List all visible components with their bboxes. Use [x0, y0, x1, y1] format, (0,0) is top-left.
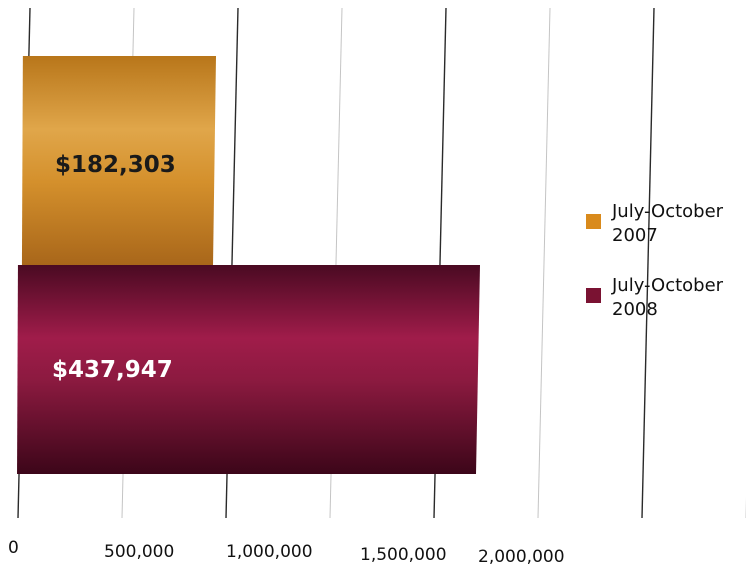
x-axis-tick-labels: 0 500,000 1,000,000 1,500,000 2,000,000 — [8, 538, 565, 567]
x-tick-label: 1,500,000 — [360, 545, 447, 565]
bar-label-2007: $182,303 — [55, 152, 176, 178]
legend-label-2007: July-October 2007 — [612, 201, 724, 246]
legend-swatch-2008 — [586, 288, 601, 303]
x-tick-label: 0 — [8, 538, 19, 558]
bar-label-2008: $437,947 — [52, 357, 173, 383]
bars — [17, 56, 481, 474]
minor-gridline — [537, 7, 551, 519]
x-tick-label: 1,000,000 — [226, 542, 313, 562]
legend-label-2008: July-October 2008 — [612, 275, 724, 320]
bar-2008 — [17, 265, 481, 474]
legend-item-2007: July-October 2007 — [586, 200, 746, 248]
bar-labels: $182,303 $437,947 — [52, 152, 176, 383]
major-gridline — [641, 7, 655, 519]
bar-2007 — [21, 56, 216, 266]
legend-swatch-2007 — [586, 214, 601, 229]
x-tick-label: 2,000,000 — [478, 547, 565, 567]
legend-item-2008: July-October 2008 — [586, 274, 746, 322]
x-tick-label: 500,000 — [104, 542, 174, 562]
legend: July-October 2007 July-October 2008 — [586, 200, 746, 348]
